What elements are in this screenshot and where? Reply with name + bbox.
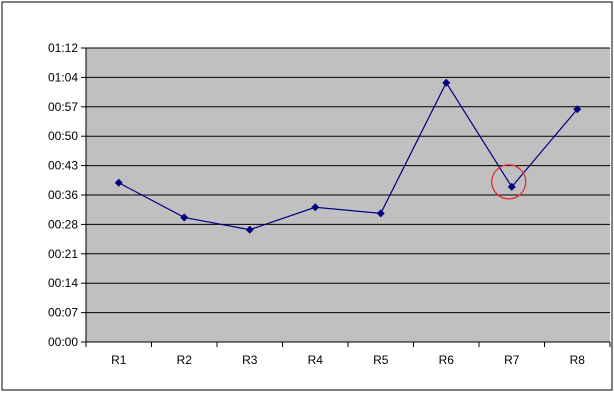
y-tick-label: 01:04 [48, 70, 78, 84]
data-point [507, 182, 516, 191]
y-tick-label: 00:21 [48, 247, 78, 261]
y-tick-label: 00:14 [48, 276, 78, 290]
x-tick-label: R5 [373, 353, 389, 367]
y-tick-label: 00:07 [48, 306, 78, 320]
data-point [114, 178, 123, 187]
x-tick-label: R7 [504, 353, 520, 367]
x-tick-label: R1 [111, 353, 127, 367]
series-layer [114, 78, 582, 234]
data-point [311, 203, 320, 212]
series-line [118, 81, 578, 231]
y-tick-label: 00:50 [48, 129, 78, 143]
data-point [245, 225, 254, 234]
gridlines [86, 47, 610, 343]
x-tick-label: R4 [308, 353, 324, 367]
data-point [376, 209, 385, 218]
x-tick-label: R6 [439, 353, 455, 367]
y-tick-label: 00:57 [48, 100, 78, 114]
data-point [180, 213, 189, 222]
data-point [573, 105, 582, 114]
y-tick-label: 00:00 [48, 335, 78, 349]
annotations [491, 164, 527, 200]
data-point [442, 78, 451, 87]
y-tick-label: 00:28 [48, 217, 78, 231]
axes: 00:00 00:07 00:14 00:21 00:28 00:36 00:43 00:50… [48, 41, 611, 367]
x-tick-label: R8 [570, 353, 586, 367]
y-tick-label: 01:12 [48, 41, 78, 55]
highlight-circle [491, 164, 527, 200]
y-tick-label: 00:36 [48, 188, 78, 202]
x-tick-label: R2 [177, 353, 193, 367]
y-tick-label: 00:43 [48, 159, 78, 173]
x-tick-label: R3 [242, 353, 258, 367]
